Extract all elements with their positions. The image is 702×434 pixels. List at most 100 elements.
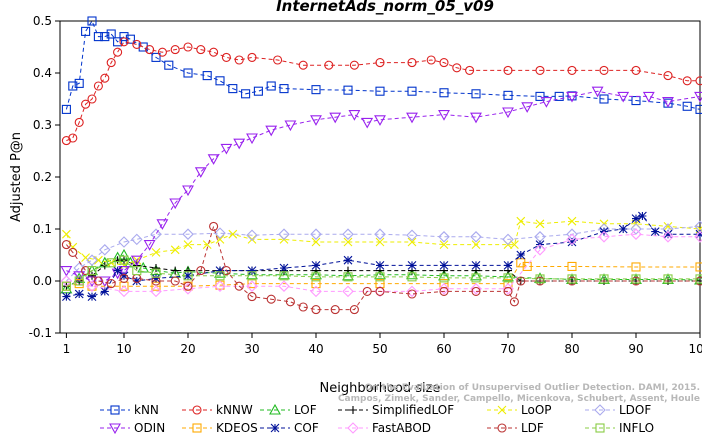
x-tick-label: 50	[372, 342, 387, 356]
data-point-fastabod	[598, 231, 610, 243]
series-line-knnw	[66, 41, 700, 142]
legend-item-simplifiedlof: SimplifiedLOF	[338, 403, 454, 417]
data-point-cof	[695, 229, 702, 239]
data-point-loop	[439, 240, 449, 249]
y-tick-label: -0.1	[29, 326, 52, 340]
data-point-lof	[310, 268, 322, 280]
data-point-knn	[695, 104, 702, 114]
x-tick-label: 20	[180, 342, 195, 356]
data-point-loop	[81, 253, 90, 262]
data-point-inflo	[439, 273, 449, 283]
data-point-ldof	[131, 233, 143, 246]
data-point-odin	[143, 240, 156, 251]
data-point-ldf	[183, 281, 193, 291]
data-point-knnw	[631, 65, 641, 75]
data-point-inflo	[151, 268, 161, 278]
legend-item-knn: kNN	[100, 403, 159, 417]
data-point-cof	[74, 289, 84, 299]
data-point-inflo	[132, 266, 142, 276]
series-line-lof	[66, 254, 701, 290]
data-point-ldof	[470, 231, 482, 243]
series-odin	[60, 86, 702, 288]
data-point-cof	[439, 261, 449, 270]
data-point-odin	[642, 91, 655, 103]
x-tick-label: 40	[308, 342, 323, 356]
x-tick-label: 30	[244, 342, 259, 356]
data-point-simplifiedlof	[88, 271, 96, 280]
y-tick-label: 0.0	[33, 274, 52, 288]
data-point-cof	[631, 214, 641, 223]
data-point-ldof	[246, 229, 258, 242]
data-point-odin	[233, 138, 246, 150]
data-point-fastabod	[534, 244, 546, 256]
legend-marker-inflo	[595, 423, 605, 433]
data-point-loop	[215, 235, 225, 244]
data-point-knnw	[324, 60, 334, 70]
data-point-odin	[182, 185, 194, 197]
legend-label: SimplifiedLOF	[372, 403, 454, 417]
data-point-fastabod	[246, 280, 258, 292]
data-point-cof	[100, 287, 110, 296]
data-point-knn	[138, 42, 148, 52]
data-point-cof	[113, 266, 122, 275]
data-point-ldf	[509, 297, 519, 307]
data-point-ldf	[375, 286, 385, 296]
data-point-loop	[311, 237, 321, 247]
legend-item-kdeos: KDEOS	[182, 421, 258, 434]
legend-label: ODIN	[134, 421, 165, 434]
data-point-knnw	[503, 65, 513, 75]
data-point-fastabod	[86, 280, 98, 292]
data-point-ldf	[61, 240, 71, 250]
data-point-fastabod	[182, 283, 194, 295]
data-point-ldof	[99, 244, 111, 256]
legend-item-knnw: kNNW	[182, 403, 253, 417]
legend: kNN kNNW LOF SimplifiedLOF LoOP LDOF ODIN KDEOS…	[100, 403, 654, 434]
data-point-knn	[151, 52, 161, 62]
data-point-odin	[329, 112, 342, 124]
y-tick-label: 0.2	[33, 170, 52, 184]
data-point-inflo	[631, 274, 641, 284]
data-point-knnw	[183, 42, 193, 52]
legend-label: kNNW	[216, 403, 253, 417]
credit-line-1: On the Evaluation of Unsupervised Outlie…	[365, 383, 700, 393]
data-point-ldf	[93, 276, 103, 286]
data-point-odin	[169, 198, 182, 210]
data-point-knnw	[407, 58, 417, 68]
series-line-knn	[65, 19, 701, 110]
data-point-ldf	[106, 279, 116, 289]
legend-label: LOF	[294, 403, 317, 417]
data-point-knn	[439, 88, 449, 98]
legend-label: KDEOS	[216, 421, 258, 434]
data-point-odin	[73, 271, 86, 282]
data-point-odin	[591, 86, 604, 98]
legend-item-ldf: LDF	[487, 421, 544, 434]
data-point-ldof	[214, 227, 226, 239]
data-point-loop	[375, 237, 385, 247]
data-point-ldof	[118, 236, 130, 248]
data-point-loop	[62, 229, 71, 239]
data-point-cof	[471, 261, 481, 270]
data-point-inflo	[61, 281, 71, 291]
data-point-inflo	[87, 266, 97, 276]
data-point-knnw	[535, 65, 545, 75]
axis-layer: -0.1 0.0 0.1 0.2 0.3 0.4 0.5 1 10 20 30 40 50 60 70 80 9…	[29, 14, 702, 356]
legend-marker-fastabod	[347, 422, 359, 434]
data-point-knn	[202, 71, 212, 81]
legend-marker-cof	[270, 423, 280, 433]
series-loop	[62, 216, 702, 270]
data-point-loop	[228, 229, 238, 239]
data-point-knnw	[663, 71, 673, 81]
data-point-ldof	[502, 233, 514, 246]
data-point-fastabod	[566, 233, 578, 246]
data-point-knn	[599, 94, 609, 104]
data-point-inflo	[215, 271, 225, 281]
data-point-cof	[407, 261, 417, 270]
data-point-ldof	[342, 228, 354, 240]
data-point-cof	[247, 266, 257, 275]
data-point-loop	[151, 248, 161, 257]
legend-marker-ldof	[594, 404, 606, 416]
data-point-kdeos	[87, 281, 97, 291]
data-point-fastabod	[694, 231, 702, 243]
data-point-knnw	[349, 60, 359, 70]
data-point-cof	[215, 266, 225, 275]
